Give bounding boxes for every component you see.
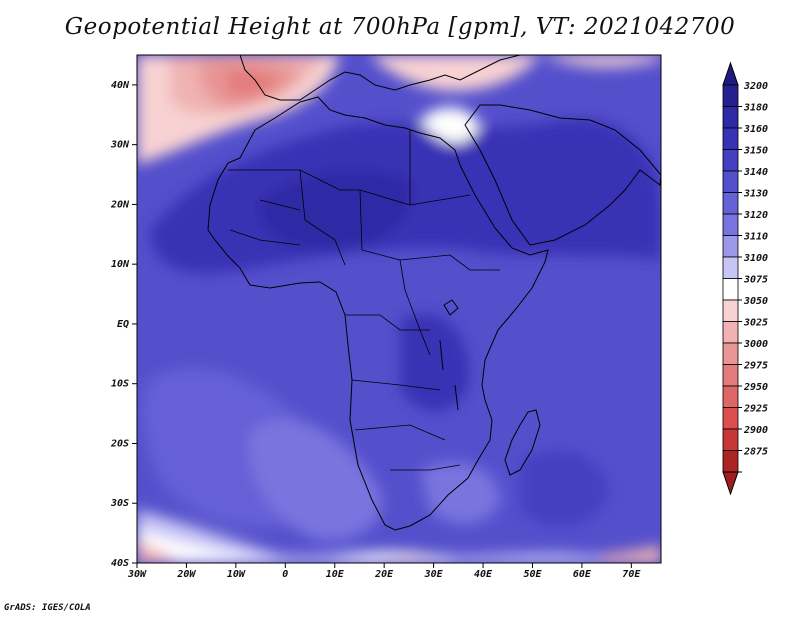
colorbar-label: 3000	[743, 339, 768, 350]
longitude-axis: 30W 20W 10W 0 10E 20E 30E 40E 50E 60E 70E	[127, 563, 641, 580]
lon-tick-label: 70E	[622, 569, 641, 580]
colorbar-label: 3025	[743, 318, 768, 329]
colorbar-swatch	[722, 84, 739, 107]
lat-tick-label: 20S	[110, 438, 129, 449]
colorbar-label: 2975	[743, 361, 768, 372]
colorbar-top-triangle	[722, 61, 739, 86]
colorbar-label: 3100	[743, 253, 768, 264]
colorbar-swatch	[722, 149, 739, 172]
lat-tick-label: EQ	[117, 319, 129, 330]
colorbar-swatch	[722, 235, 739, 258]
lon-tick-label: 30W	[127, 569, 147, 580]
plot-border	[136, 54, 662, 564]
colorbar-swatch	[722, 428, 739, 451]
lat-tick-label: 30N	[110, 140, 130, 151]
lon-tick-label: 50E	[523, 569, 542, 580]
colorbar-swatch	[722, 364, 739, 387]
colorbar-swatch	[722, 342, 739, 365]
colorbar-label: 2925	[743, 404, 768, 415]
coastlines	[207, 55, 661, 531]
lon-tick-label: 20W	[176, 569, 196, 580]
colorbar-swatch	[722, 106, 739, 129]
grads-credit: GrADS: IGES/COLA	[4, 603, 91, 613]
lon-tick-label: 60E	[573, 569, 592, 580]
lat-tick-label: 10S	[111, 379, 129, 390]
lon-tick-label: 20E	[374, 569, 394, 580]
colorbar-label: 3110	[743, 232, 768, 243]
europe-coastline	[239, 55, 521, 101]
lat-tick-label: 40S	[111, 558, 129, 569]
lat-tick-label: 20N	[110, 199, 130, 210]
lakes	[439, 299, 459, 411]
lon-tick-label: 10E	[326, 569, 345, 580]
colorbar-swatch	[722, 256, 739, 279]
colorbar-label: 3130	[743, 189, 768, 200]
colorbar-swatch	[722, 213, 739, 236]
colorbar-label: 3120	[743, 210, 768, 221]
lon-tick-label: 10W	[227, 569, 246, 580]
lat-tick-label: 40N	[111, 80, 130, 91]
latitude-axis: 40N 30N 20N 10N EQ 10S 20S 30S 40S	[110, 80, 137, 569]
colorbar-label: 3140	[743, 167, 768, 178]
arabia-coastline	[464, 104, 661, 246]
lat-tick-label: 30S	[110, 498, 129, 509]
colorbar-swatch	[722, 321, 739, 344]
colorbar-bottom-triangle	[722, 471, 739, 496]
colorbar-swatch	[722, 407, 739, 430]
africa-coastline	[207, 96, 549, 531]
lon-tick-label: 0	[282, 569, 288, 580]
colorbar-swatch	[722, 278, 739, 301]
colorbar-label: 3150	[743, 146, 768, 157]
colorbar-swatch	[722, 192, 739, 215]
colorbar-label: 3180	[743, 103, 768, 114]
colorbar-swatch	[722, 450, 739, 473]
colorbar-swatch	[722, 127, 739, 150]
lon-tick-label: 40E	[474, 569, 493, 580]
lat-tick-label: 10N	[111, 259, 130, 270]
colorbar-swatch	[722, 385, 739, 408]
colorbar-label: 3160	[743, 124, 768, 135]
country-borders	[228, 130, 500, 471]
colorbar-label: 2900	[743, 425, 768, 436]
colorbar-label: 2950	[743, 382, 768, 393]
madagascar-coastline	[504, 409, 541, 476]
height-field	[137, 55, 661, 563]
lon-tick-label: 30E	[424, 569, 444, 580]
colorbar-label: 2875	[743, 447, 768, 458]
colorbar-label: 3075	[743, 275, 768, 286]
colorbar-swatch	[722, 299, 739, 322]
colorbar-swatch	[722, 170, 739, 193]
colorbar: 3200 3180 3160 3150 3140 3130 3120 3110 3100 3075…	[722, 61, 768, 496]
map-title: Geopotential Height at 700hPa [gpm], VT:…	[64, 14, 736, 40]
colorbar-label: 3050	[743, 296, 768, 307]
colorbar-label: 3200	[743, 81, 768, 92]
